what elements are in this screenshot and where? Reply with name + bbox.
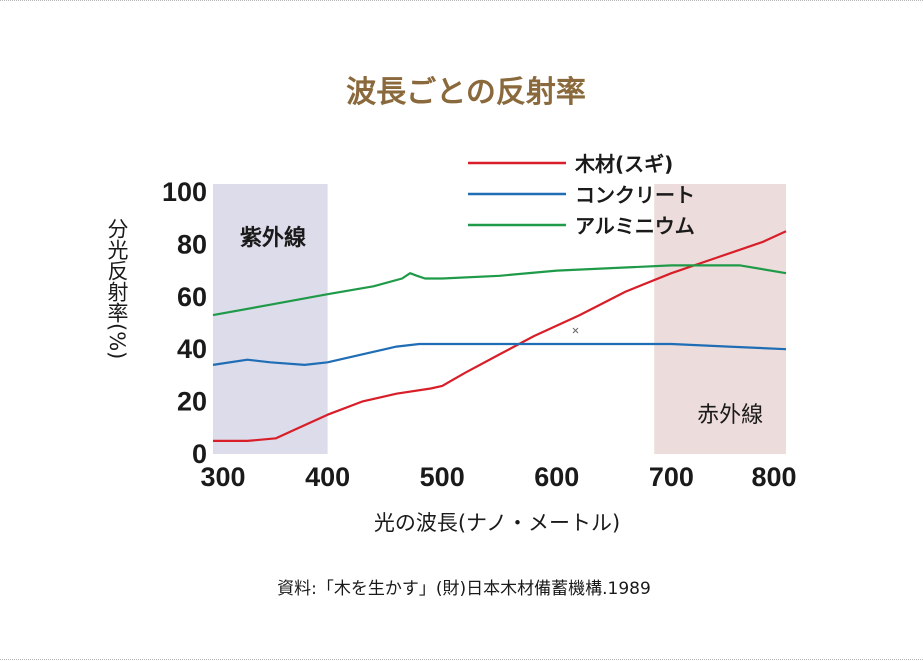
y-tick-label-3: 60 (177, 282, 207, 312)
series-line-2 (212, 264, 787, 317)
y-tick-label-5: 100 (162, 177, 207, 207)
top-border (0, 0, 923, 1)
legend-label-0: 木材(スギ) (574, 152, 673, 176)
x-tick-labels: 300 400 500 600 700 800 (200, 462, 796, 492)
x-tick-label-0: 300 (200, 462, 245, 492)
stray-cross-mark (572, 327, 579, 334)
y-tick-label-2: 40 (177, 334, 207, 364)
series-line-1 (212, 342, 787, 366)
y-tick-label-4: 80 (177, 229, 207, 259)
y-tick-labels: 0 20 40 60 80 100 (162, 177, 207, 469)
x-tick-label-1: 400 (305, 462, 350, 492)
chart-title: 波長ごとの反射率 (346, 75, 586, 110)
region-band-1 (654, 184, 786, 454)
region-label-0: 紫外線 (240, 225, 306, 251)
source-note: 資料:「木を生かす」(財)日本木材備蓄機構.1989 (277, 579, 651, 599)
series-line-0 (213, 230, 787, 442)
legend-label-2: アルミニウム (575, 214, 695, 238)
x-tick-label-4: 700 (649, 462, 694, 492)
series-lines (212, 230, 787, 442)
region-band-0 (213, 184, 328, 454)
x-tick-label-2: 500 (420, 462, 465, 492)
x-axis-label: 光の波長(ナノ・メートル) (374, 511, 620, 535)
legend-label-1: コンクリート (575, 183, 695, 207)
x-tick-label-5: 800 (751, 462, 796, 492)
bottom-border (0, 659, 923, 660)
x-tick-label-3: 600 (534, 462, 579, 492)
region-label-1: 赤外線 (697, 403, 763, 428)
y-tick-label-1: 20 (177, 387, 207, 417)
y-axis-label: 分光反射率(%) (105, 218, 129, 359)
y-tick-label-0: 0 (192, 439, 207, 469)
